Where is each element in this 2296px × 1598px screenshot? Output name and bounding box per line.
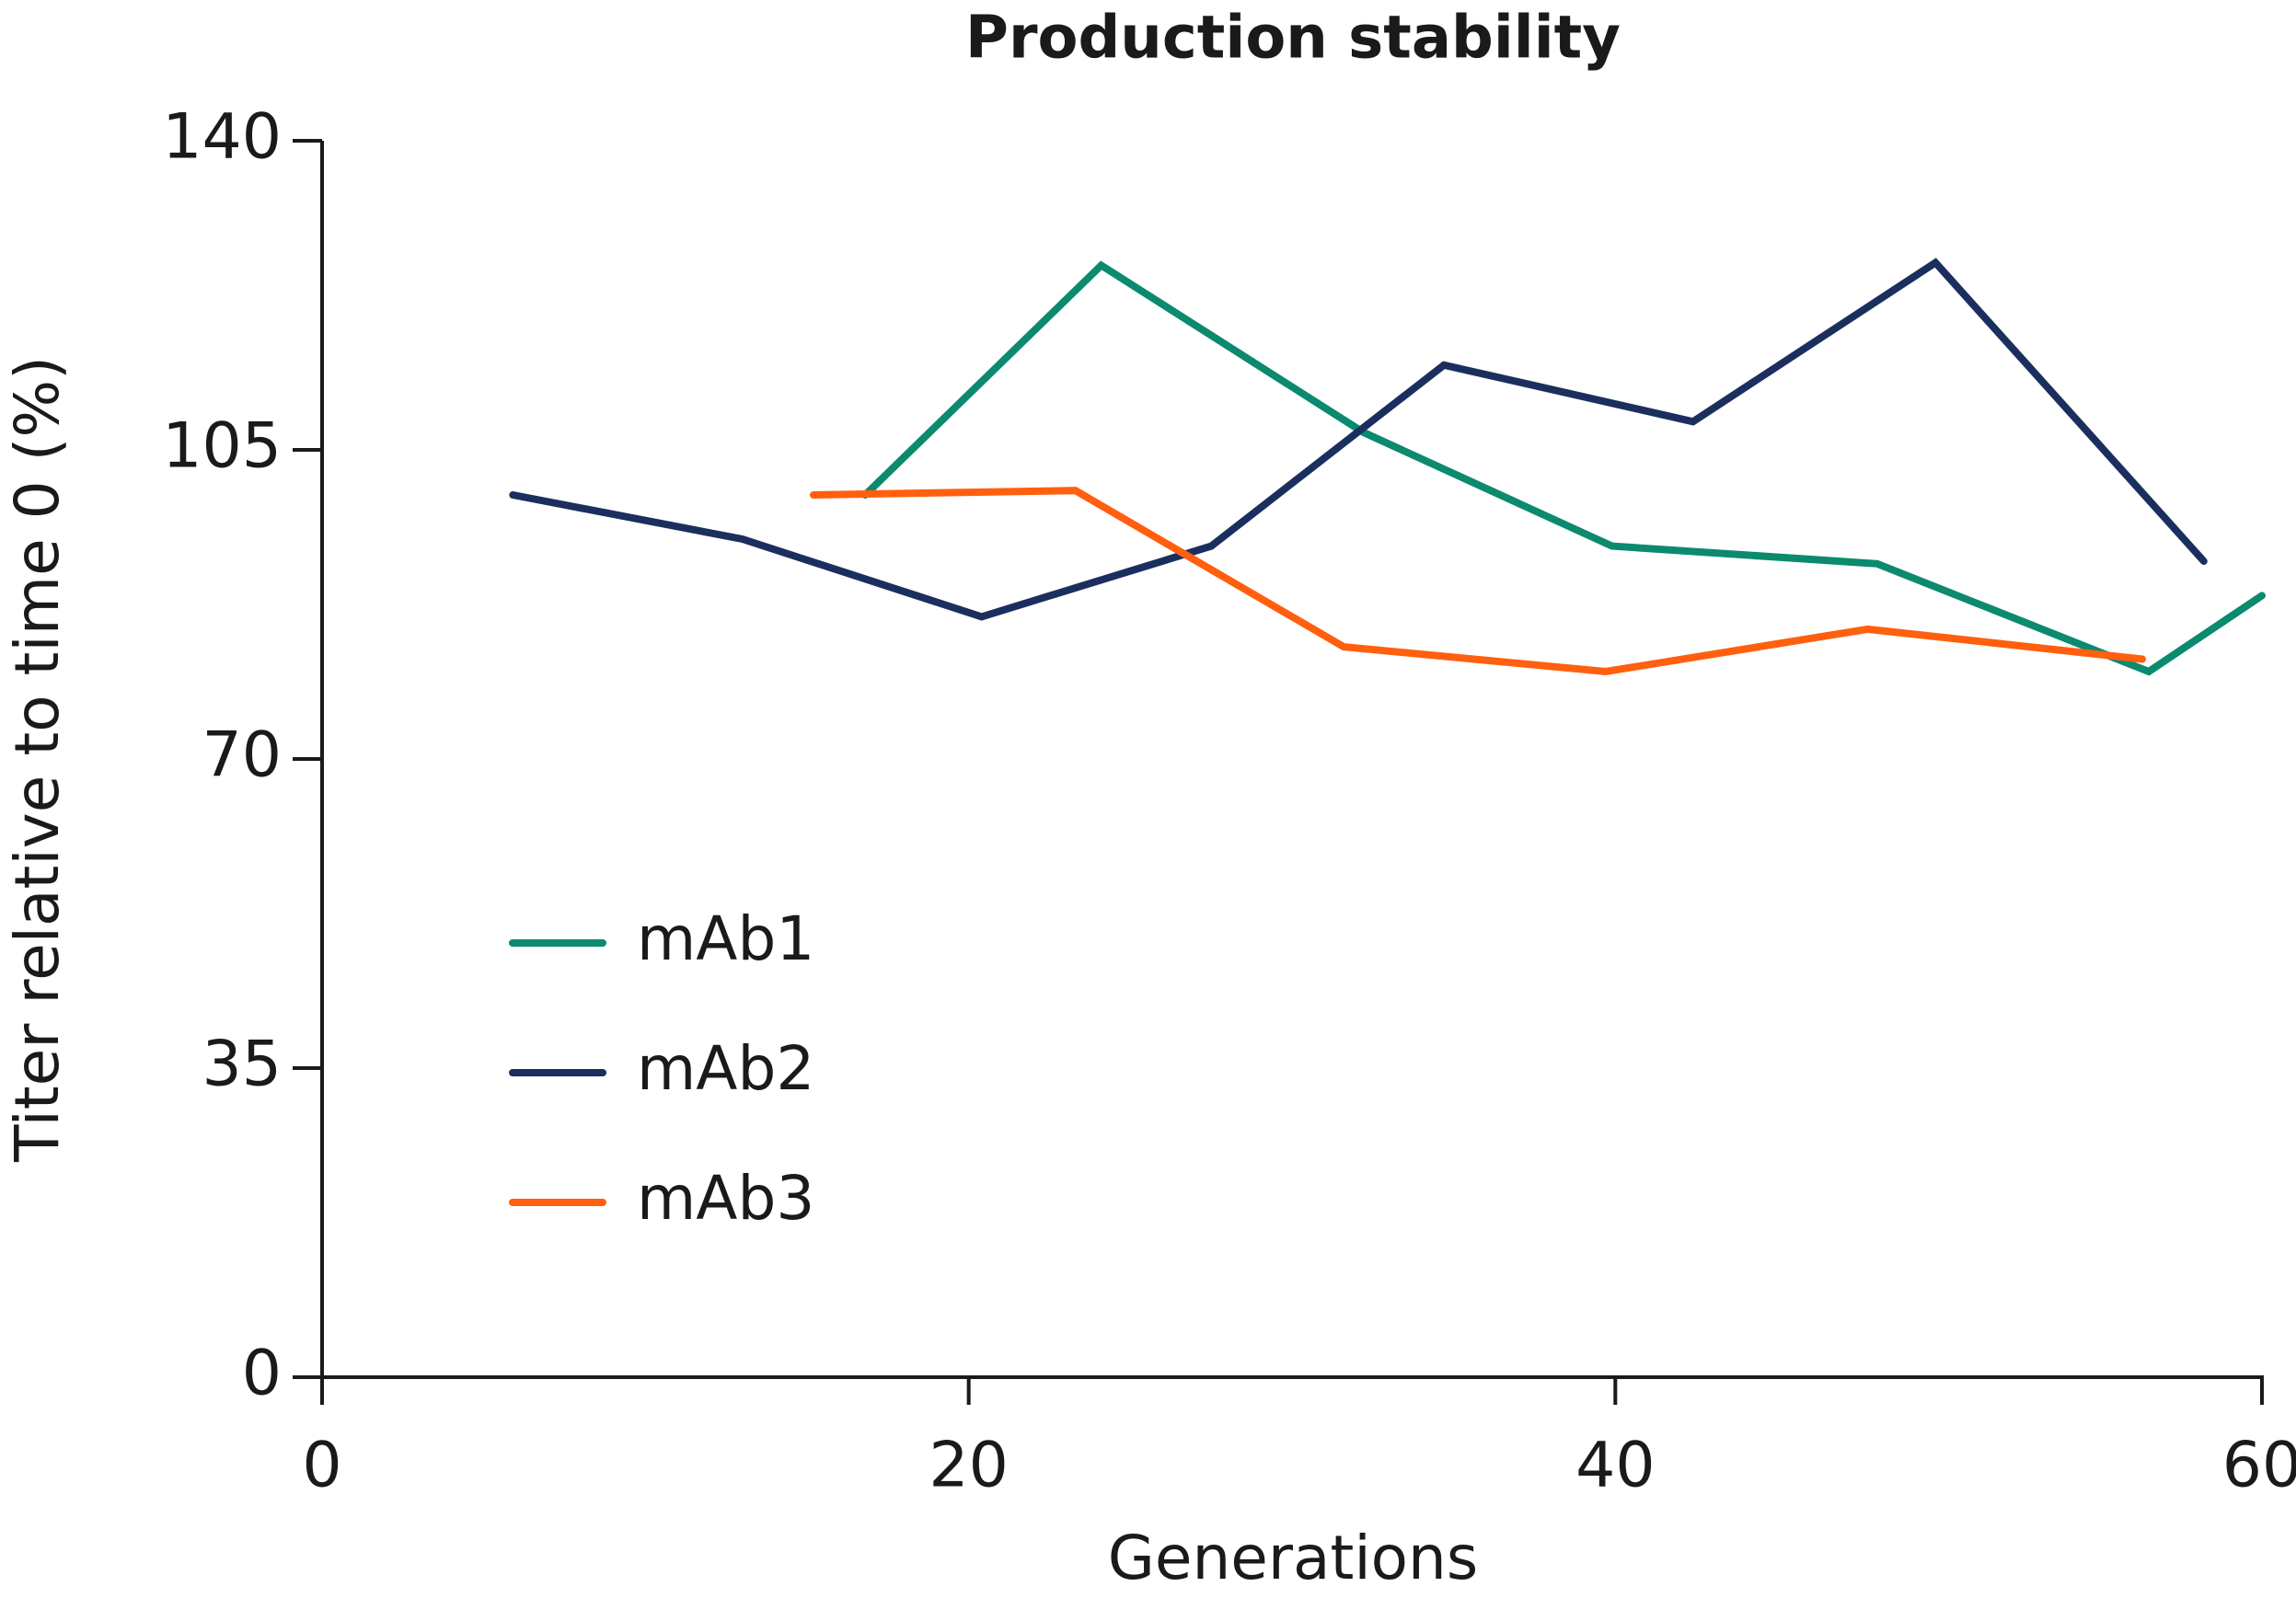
chart-title: Production stability: [965, 5, 1621, 73]
y-tick-label: 105: [162, 410, 282, 483]
y-tick-label: 70: [202, 719, 282, 792]
x-tick-label: 0: [302, 1430, 341, 1502]
y-tick-label: 0: [242, 1338, 282, 1410]
legend-label: mAb1: [637, 903, 814, 974]
series-line: [810, 487, 2146, 676]
y-axis-title: Titer relative to time 0 (%): [2, 356, 73, 1163]
y-tick-label: 35: [202, 1029, 282, 1101]
x-tick-label: 20: [929, 1430, 1009, 1502]
legend-label: mAb2: [637, 1033, 814, 1104]
series-line: [509, 258, 2208, 621]
series-line: [861, 260, 2266, 676]
x-tick-label: 40: [1575, 1430, 1656, 1502]
y-tick-label: 140: [162, 101, 282, 174]
legend-label: mAb3: [637, 1163, 814, 1234]
x-tick-label: 60: [2222, 1430, 2296, 1502]
x-axis-title: Generations: [1108, 1523, 1479, 1593]
